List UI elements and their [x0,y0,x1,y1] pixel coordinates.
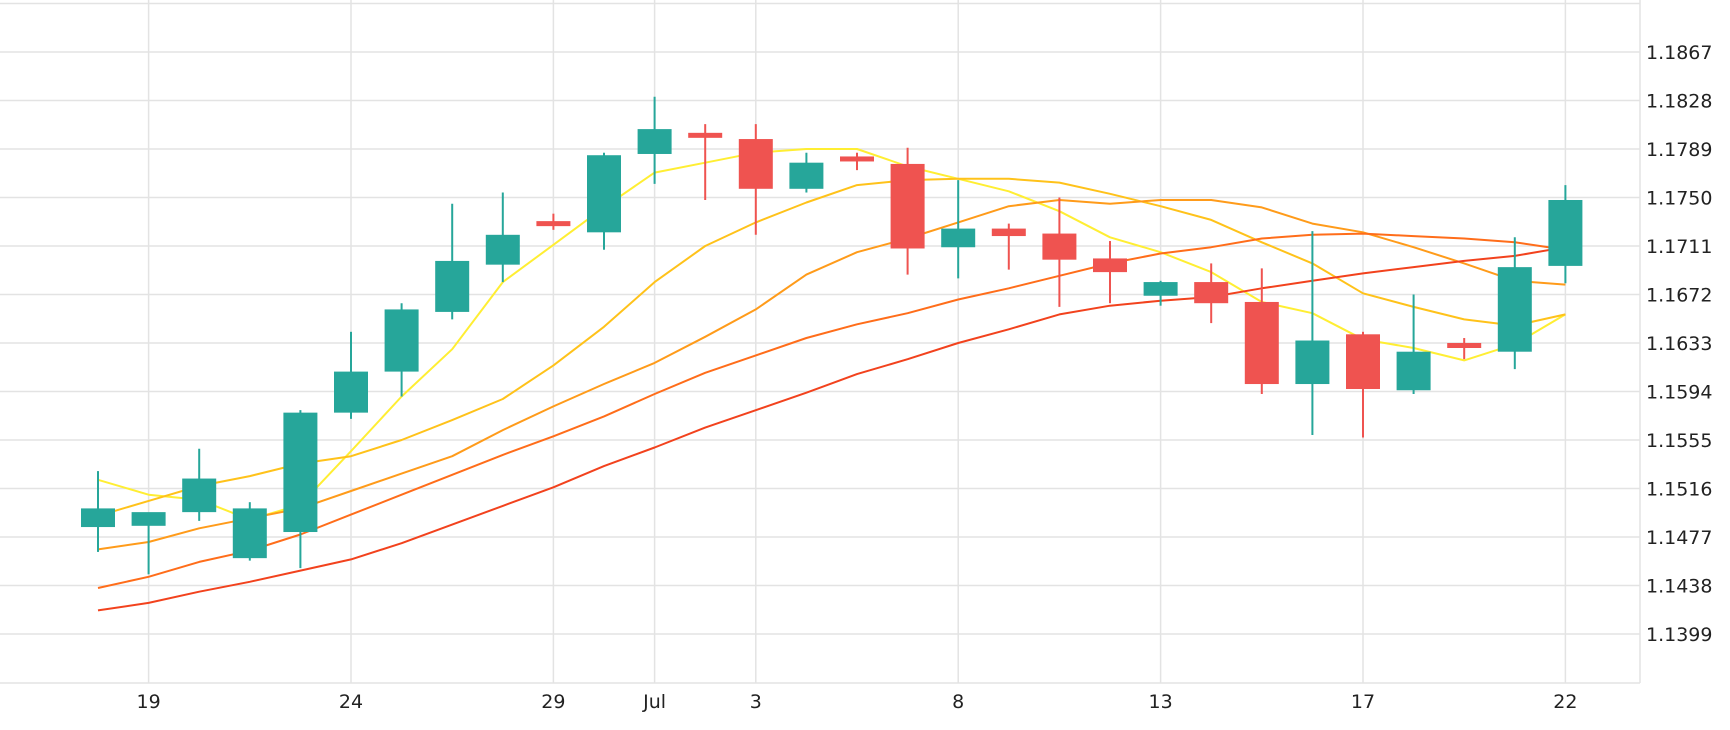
candle [587,152,621,250]
candle [890,147,925,275]
candle [81,471,115,552]
candle [334,331,368,419]
candle-body [991,228,1026,237]
x-tick-label: 19 [137,691,161,713]
candle [1244,268,1279,394]
moving-average-line-3 [97,199,1566,551]
candle-body [789,162,824,189]
candle-body [384,309,419,372]
candle [941,180,976,279]
candle [1143,280,1178,306]
y-tick-label: 1.1672 [1646,285,1712,307]
x-axis: 19 24 29 Jul 3 8 13 17 22 [137,691,1578,713]
x-tick-label: 24 [339,691,363,713]
candle [1093,241,1127,304]
candle [283,410,318,569]
y-tick-label: 1.1828 [1646,91,1712,113]
candle [637,96,672,184]
candle-body [283,412,318,533]
x-tick-label: 13 [1149,691,1173,713]
candle-body [840,156,874,162]
candle [384,303,419,397]
y-tick-label: 1.1789 [1646,139,1712,161]
moving-average-line-2 [97,177,1566,517]
x-tick-label: 29 [541,691,565,713]
candle [840,152,874,171]
candle-body [1548,199,1583,266]
candle [232,502,267,561]
candle-body [637,129,672,154]
candle [131,512,166,575]
candle-body [435,260,470,312]
candle-body [182,478,217,513]
candle-body [1042,233,1077,260]
moving-average-line-5 [97,246,1566,612]
candle [536,213,571,230]
x-tick-label: 3 [750,691,762,713]
x-tick-label: 22 [1553,691,1577,713]
y-tick-label: 1.1516 [1646,479,1712,501]
moving-averages [97,148,1566,612]
candle [1194,263,1229,324]
moving-average-line-1 [97,148,1566,521]
candle-body [890,163,925,249]
candle [485,192,520,283]
y-tick-label: 1.1750 [1646,188,1712,210]
candle-body [587,155,621,233]
candle-body [1143,282,1178,296]
candle-body [1447,343,1482,348]
grid [0,0,1641,684]
candle [1396,294,1431,394]
candle-body [334,371,368,413]
candle [1295,231,1330,436]
candle [182,448,217,521]
candle [789,152,824,193]
y-tick-label: 1.1399 [1646,624,1712,646]
x-tick-label: 17 [1351,691,1375,713]
candle [991,223,1026,270]
candle-body [485,234,520,265]
candle-body [1346,334,1380,390]
candle-body [232,508,267,559]
y-tick-label: 1.1477 [1646,527,1712,549]
candle [1548,185,1583,284]
candle-body [81,508,115,528]
x-tick-label: Jul [642,691,666,713]
candle-body [131,512,166,526]
candle-body [1244,301,1279,385]
candle-body [688,132,723,138]
candle-body [1194,282,1229,304]
y-tick-label: 1.1711 [1646,236,1712,258]
y-tick-label: 1.1867 [1646,42,1712,64]
candle [1042,197,1077,307]
candles [81,96,1583,575]
candle-body [738,139,773,189]
candle [1346,331,1380,438]
y-tick-label: 1.1555 [1646,430,1712,452]
candle-body [941,228,976,248]
moving-average-line-4 [97,232,1566,589]
x-tick-label: 8 [952,691,964,713]
y-tick-label: 1.1633 [1646,333,1712,355]
candle [435,203,470,320]
candle-body [536,221,571,227]
y-tick-label: 1.1594 [1646,382,1712,404]
candle [738,124,773,235]
candle [1447,338,1482,360]
candle [1497,237,1532,370]
y-tick-label: 1.1438 [1646,576,1712,598]
y-axis: 1.1399 1.1438 1.1477 1.1516 1.1555 1.1594 1.16… [1646,42,1712,646]
candle-body [1093,258,1127,273]
candle-body [1396,351,1431,391]
candle-body [1497,267,1532,352]
candle [688,124,723,200]
candle-body [1295,340,1330,385]
